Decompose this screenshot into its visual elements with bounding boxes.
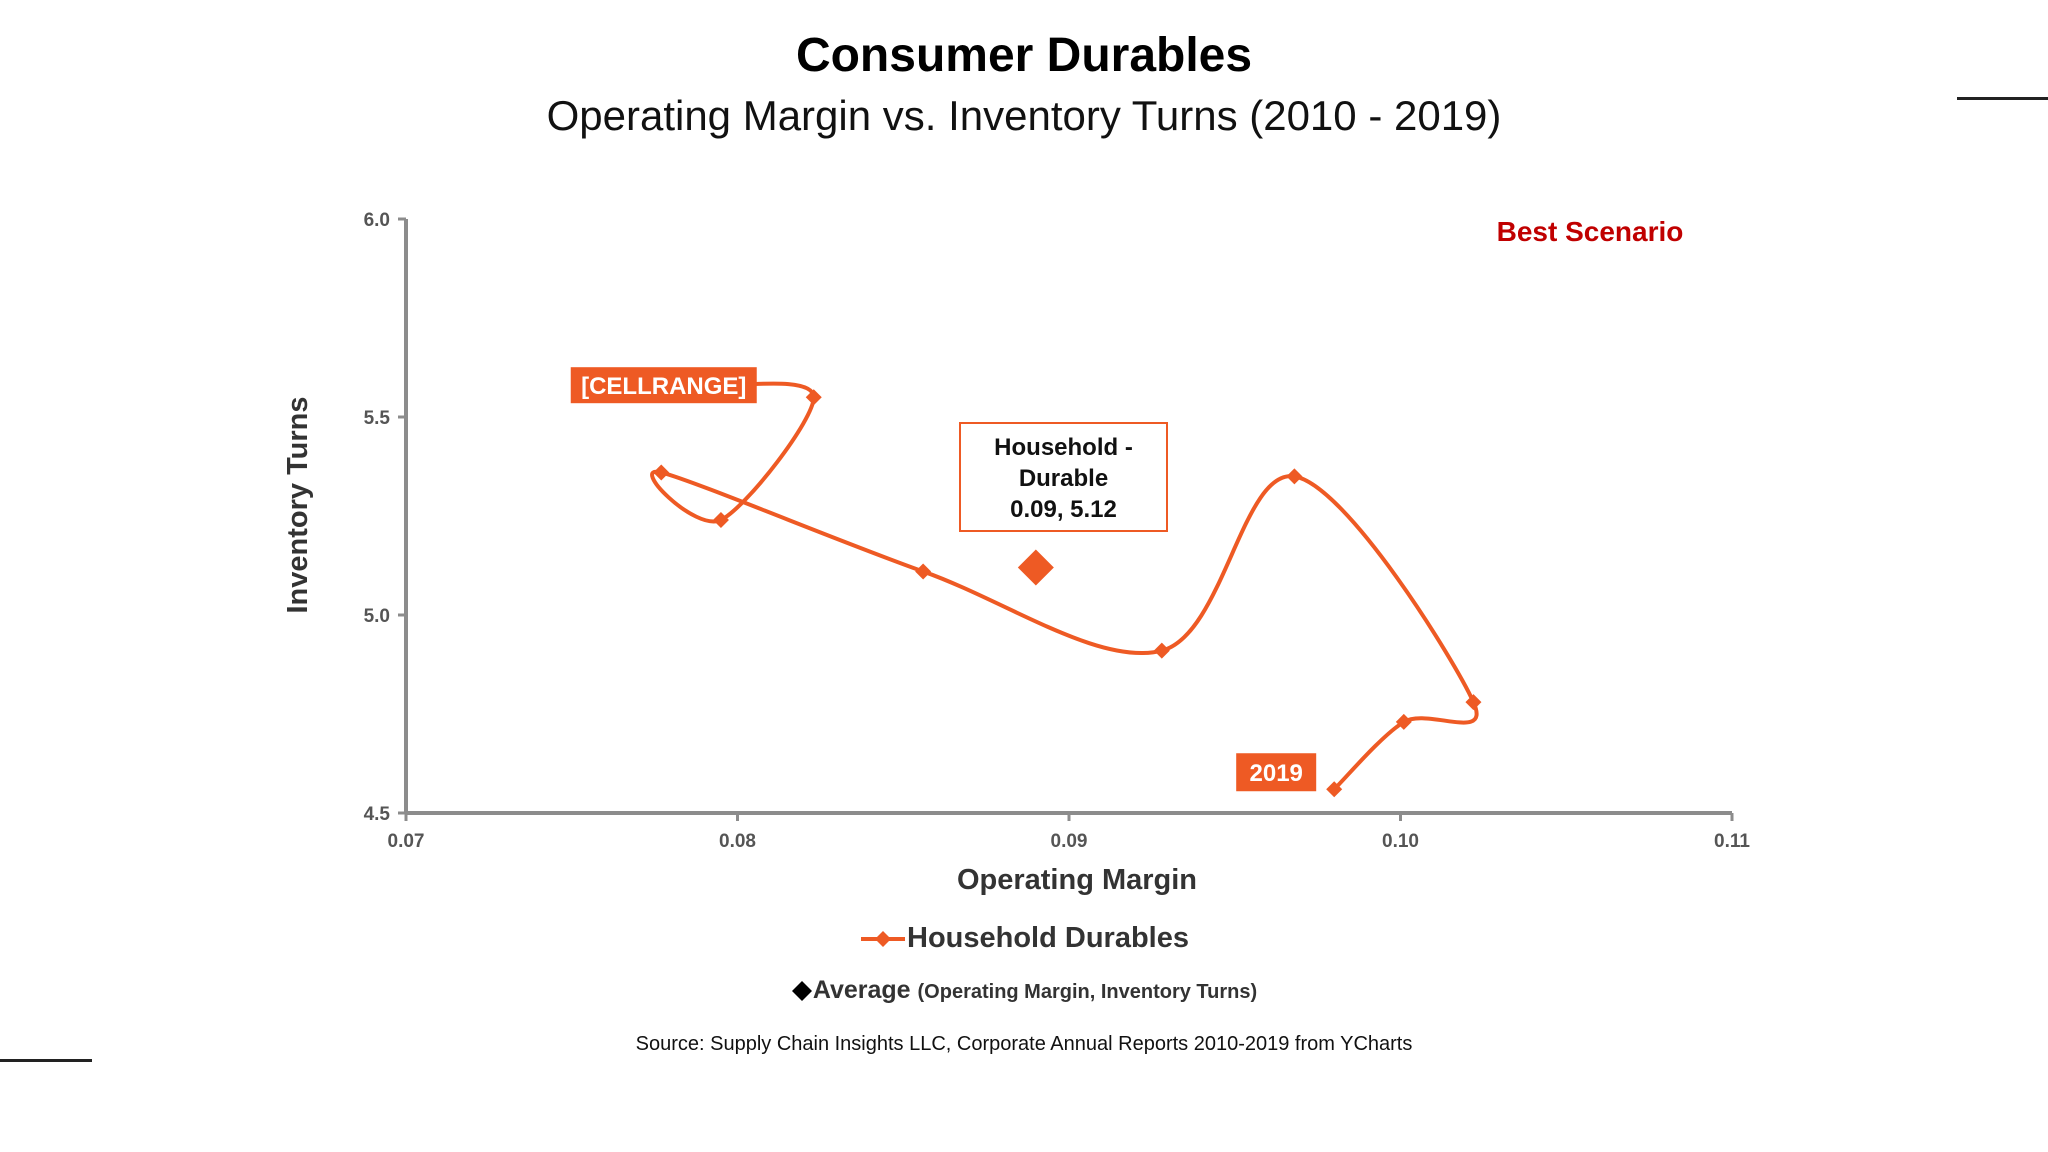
legend-average-note: (Operating Margin, Inventory Turns) [917,981,1258,1003]
data-point [805,389,822,406]
chart-subtitle: Operating Margin vs. Inventory Turns (20… [546,92,1502,139]
legend-series-swatch [861,931,905,948]
end-label: 2019 [1250,760,1303,787]
x-tick-label: 0.10 [1382,831,1419,852]
data-point [1326,781,1343,798]
y-tick-label: 6.0 [364,210,390,231]
source-note: Source: Supply Chain Insights LLC, Corpo… [635,1033,1413,1055]
average-callout-line: Durable [1019,465,1108,492]
average-callout-line: 0.09, 5.12 [1010,496,1117,523]
data-point [1465,694,1482,711]
x-axis-label: Operating Margin [957,864,1197,896]
axes: 4.5 5.0 5.5 6.0 0.07 0.08 0.09 0.10 0.11 [364,210,1751,852]
y-tick-label: 5.5 [364,408,391,429]
series-household-durables [650,381,1482,798]
corner-line-top-right [1957,97,2048,100]
legend-average: Average (Operating Margin, Inventory Tur… [0,976,2048,1005]
average-callout-box [959,422,1168,532]
data-point [1395,713,1412,730]
legend-average-diamond-icon [791,981,812,1002]
y-axis-label: Inventory Turns [282,397,314,614]
x-tick-label: 0.11 [1714,831,1750,852]
chart-title: Consumer Durables [795,29,1253,82]
average-callout-line: Household - [994,434,1133,461]
y-tick-label: 5.0 [364,606,390,627]
x-tick-label: 0.09 [1051,831,1088,852]
chart-labels: [CELLRANGE] 2019 Household - Durable 0.09, 5… [570,367,1317,792]
series-line [650,381,1479,791]
average-point [1017,549,1054,586]
data-point [712,511,729,528]
x-tick-label: 0.07 [388,831,425,852]
x-tick-label: 0.08 [719,831,756,852]
legend-series-label: Household Durables [907,922,1189,954]
data-point [1153,642,1170,659]
data-point [915,563,932,580]
legend-series: Household Durables [0,922,2048,955]
legend-average-label: Average [812,976,911,1004]
y-tick-label: 4.5 [364,804,391,825]
end-label-box [1236,753,1317,792]
best-scenario-label: Best Scenario [1497,216,1684,247]
data-point [653,464,670,481]
start-label: [CELLRANGE] [581,373,746,400]
data-point [1286,468,1303,485]
start-label-box [570,367,757,404]
corner-line-bottom-left [0,1059,92,1062]
